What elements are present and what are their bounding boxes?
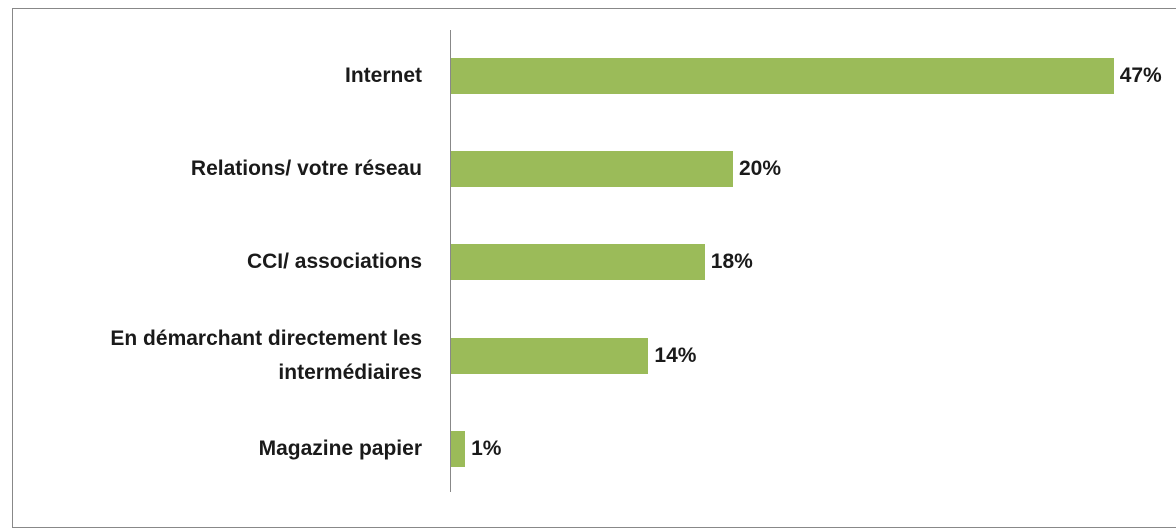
category-label: Magazine papier: [258, 436, 422, 460]
data-label: 18%: [710, 250, 753, 274]
bar: [451, 337, 649, 374]
category-label: Internet: [344, 63, 422, 87]
bar: [451, 57, 1114, 94]
category-label: En démarchant directement les intermédia…: [110, 326, 422, 384]
bar: [451, 430, 466, 467]
bar: [451, 150, 733, 187]
data-label: 47%: [1119, 63, 1162, 87]
category-label: Relations/ votre réseau: [190, 156, 422, 180]
data-label: 1%: [471, 436, 502, 460]
category-axis: [450, 30, 451, 492]
data-label: 14%: [654, 343, 697, 367]
page: Internet 47% Relations/ votre réseau 20% CCI…: [12, 8, 1176, 528]
bar: [451, 244, 705, 281]
category-label: CCI/ associations: [246, 250, 422, 274]
data-label: 20%: [739, 156, 782, 180]
